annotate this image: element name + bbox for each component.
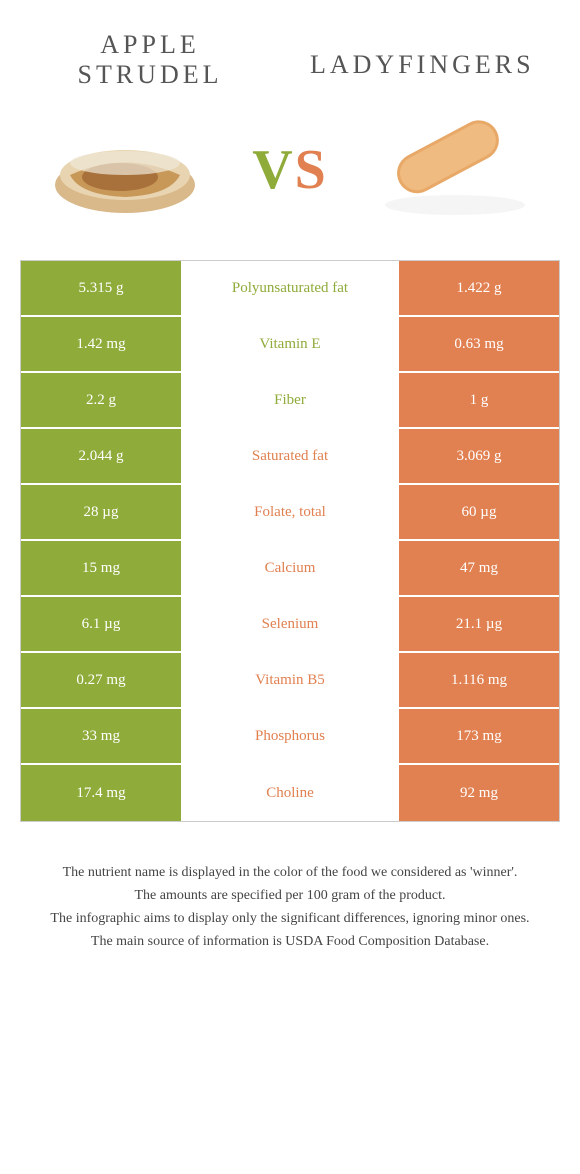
header: APPLE STRUDEL LADYFINGERS	[0, 0, 580, 100]
cell-nutrient-label: Vitamin B5	[181, 653, 399, 707]
footnote-4: The main source of information is USDA F…	[30, 931, 550, 952]
cell-left-value: 1.42 mg	[21, 317, 181, 371]
cell-nutrient-label: Vitamin E	[181, 317, 399, 371]
cell-left-value: 2.044 g	[21, 429, 181, 483]
table-row: 2.2 gFiber1 g	[21, 373, 559, 429]
cell-right-value: 47 mg	[399, 541, 559, 595]
cell-right-value: 3.069 g	[399, 429, 559, 483]
cell-left-value: 28 µg	[21, 485, 181, 539]
cell-right-value: 1.116 mg	[399, 653, 559, 707]
table-row: 2.044 gSaturated fat3.069 g	[21, 429, 559, 485]
cell-left-value: 5.315 g	[21, 261, 181, 315]
title-right: LADYFINGERS	[310, 30, 530, 80]
cell-left-value: 17.4 mg	[21, 765, 181, 821]
cell-right-value: 60 µg	[399, 485, 559, 539]
cell-right-value: 173 mg	[399, 709, 559, 763]
cell-nutrient-label: Phosphorus	[181, 709, 399, 763]
cell-right-value: 92 mg	[399, 765, 559, 821]
apple-strudel-image	[40, 110, 210, 230]
cell-left-value: 2.2 g	[21, 373, 181, 427]
cell-right-value: 21.1 µg	[399, 597, 559, 651]
cell-nutrient-label: Saturated fat	[181, 429, 399, 483]
images-row: VS	[0, 100, 580, 260]
table-row: 33 mgPhosphorus173 mg	[21, 709, 559, 765]
footnote-3: The infographic aims to display only the…	[30, 908, 550, 929]
cell-nutrient-label: Folate, total	[181, 485, 399, 539]
cell-nutrient-label: Polyunsaturated fat	[181, 261, 399, 315]
footnotes: The nutrient name is displayed in the co…	[0, 822, 580, 974]
cell-left-value: 15 mg	[21, 541, 181, 595]
cell-nutrient-label: Calcium	[181, 541, 399, 595]
title-left-line1: APPLE	[50, 30, 250, 60]
ladyfinger-image	[370, 110, 540, 230]
cell-right-value: 1.422 g	[399, 261, 559, 315]
table-row: 0.27 mgVitamin B51.116 mg	[21, 653, 559, 709]
cell-nutrient-label: Choline	[181, 765, 399, 821]
cell-nutrient-label: Selenium	[181, 597, 399, 651]
cell-left-value: 33 mg	[21, 709, 181, 763]
title-left-line2: STRUDEL	[50, 60, 250, 90]
table-row: 17.4 mgCholine92 mg	[21, 765, 559, 821]
vs-label: VS	[252, 138, 328, 202]
title-left: APPLE STRUDEL	[50, 30, 250, 90]
table-row: 28 µgFolate, total60 µg	[21, 485, 559, 541]
cell-nutrient-label: Fiber	[181, 373, 399, 427]
table-row: 1.42 mgVitamin E0.63 mg	[21, 317, 559, 373]
table-row: 15 mgCalcium47 mg	[21, 541, 559, 597]
cell-left-value: 6.1 µg	[21, 597, 181, 651]
cell-right-value: 0.63 mg	[399, 317, 559, 371]
footnote-2: The amounts are specified per 100 gram o…	[30, 885, 550, 906]
footnote-1: The nutrient name is displayed in the co…	[30, 862, 550, 883]
table-row: 6.1 µgSelenium21.1 µg	[21, 597, 559, 653]
cell-right-value: 1 g	[399, 373, 559, 427]
cell-left-value: 0.27 mg	[21, 653, 181, 707]
comparison-table: 5.315 gPolyunsaturated fat1.422 g1.42 mg…	[20, 260, 560, 822]
vs-s: S	[295, 139, 328, 201]
vs-v: V	[252, 139, 294, 201]
table-row: 5.315 gPolyunsaturated fat1.422 g	[21, 261, 559, 317]
